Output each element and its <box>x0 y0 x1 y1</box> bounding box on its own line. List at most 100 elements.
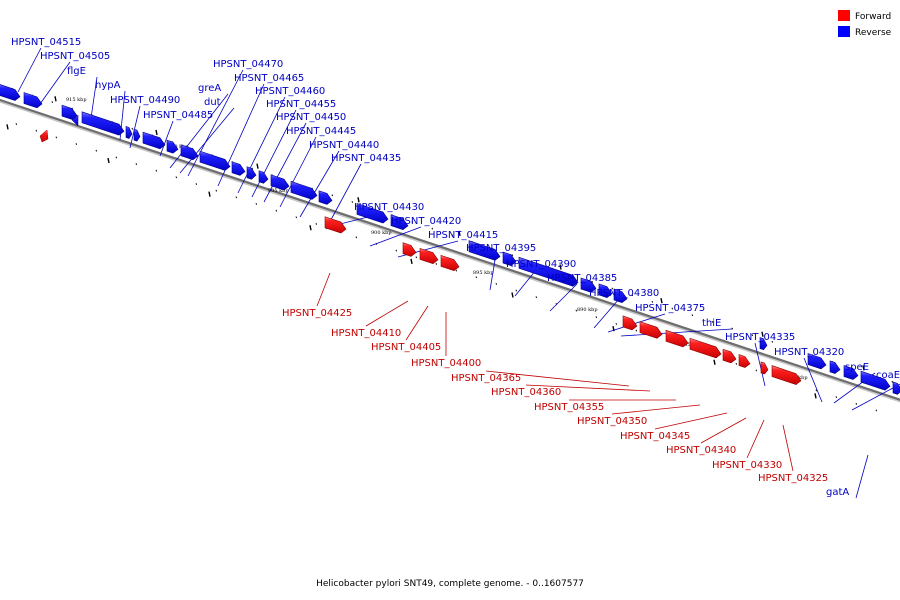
reverse-gene-feature[interactable] <box>356 202 389 224</box>
reverse-gene-feature[interactable] <box>860 370 891 391</box>
forward-gene-feature[interactable] <box>760 361 769 375</box>
reverse-gene-feature[interactable] <box>580 277 597 293</box>
reverse-gene-feature[interactable] <box>231 161 246 176</box>
gene-label[interactable]: HPSNT_04425 <box>282 308 352 319</box>
gene-label[interactable]: HPSNT_04485 <box>143 110 213 121</box>
gene-label[interactable]: coaE <box>876 370 900 381</box>
gene-label[interactable]: HPSNT_04445 <box>286 126 356 137</box>
gene-label[interactable]: speE <box>845 362 869 373</box>
reverse-gene-feature[interactable] <box>23 92 43 109</box>
gene-label[interactable]: HPSNT_04320 <box>774 347 844 358</box>
gene-label[interactable]: HPSNT_04470 <box>213 59 283 70</box>
gene-label[interactable]: HPSNT_04390 <box>506 259 576 270</box>
reverse-gene-feature[interactable] <box>81 111 125 136</box>
gene-label[interactable]: gatA <box>826 487 849 498</box>
reverse-gene-feature[interactable] <box>71 114 79 127</box>
ruler-tick-lower <box>515 289 518 292</box>
gene-label[interactable]: HPSNT_04420 <box>391 216 461 227</box>
reverse-gene-feature[interactable] <box>613 288 628 303</box>
forward-gene-feature[interactable] <box>665 329 689 348</box>
forward-gene-feature[interactable] <box>622 315 638 331</box>
gene-label[interactable]: greA <box>198 83 221 94</box>
gene-label[interactable]: HPSNT_04450 <box>276 112 346 123</box>
gene-label[interactable]: HPSNT_04455 <box>266 99 336 110</box>
gene-label[interactable]: HPSNT_04505 <box>40 51 110 62</box>
reverse-gene-feature[interactable] <box>270 174 290 191</box>
reverse-gene-feature[interactable] <box>199 150 231 171</box>
gene-label[interactable]: HPSNT_04325 <box>758 473 828 484</box>
reverse-gene-feature[interactable] <box>807 353 827 370</box>
gene-label[interactable]: HPSNT_04490 <box>110 95 180 106</box>
reverse-gene-feature[interactable] <box>166 139 179 154</box>
reverse-gene-feature[interactable] <box>892 381 900 395</box>
gene-label[interactable]: HPSNT_04380 <box>589 288 659 299</box>
gene-label[interactable]: HPSNT_04515 <box>11 37 81 48</box>
gene-leader-line <box>549 283 578 312</box>
gene-label[interactable]: HPSNT_04340 <box>666 445 736 456</box>
gene-leader-line <box>325 163 362 230</box>
reverse-gene-feature[interactable] <box>318 190 333 205</box>
legend-reverse: Reverse <box>838 26 892 38</box>
gene-label[interactable]: HPSNT_04415 <box>428 230 498 241</box>
ruler-tick-lower <box>635 329 638 332</box>
gene-label[interactable]: HPSNT_04350 <box>577 416 647 427</box>
reverse-gene-feature[interactable] <box>759 337 768 351</box>
gene-label[interactable]: HPSNT_04360 <box>491 387 561 398</box>
forward-gene-feature[interactable] <box>738 354 751 368</box>
gene-label[interactable]: HPSNT_04365 <box>451 373 521 384</box>
reverse-gene-feature[interactable] <box>246 166 257 180</box>
gene-label[interactable]: HPSNT_04440 <box>309 140 379 151</box>
reverse-gene-feature[interactable] <box>133 128 141 142</box>
gene-label[interactable]: HPSNT_04395 <box>466 243 536 254</box>
reverse-gene-feature[interactable] <box>598 283 613 298</box>
gene-label[interactable]: HPSNT_04430 <box>354 202 424 213</box>
reverse-gene-feature[interactable] <box>518 256 579 287</box>
gene-label[interactable]: HPSNT_04410 <box>331 328 401 339</box>
reverse-gene-feature[interactable] <box>829 360 841 374</box>
reverse-gene-feature[interactable] <box>843 365 859 380</box>
reverse-gene-feature[interactable] <box>390 214 409 231</box>
forward-gene-feature[interactable] <box>689 337 722 359</box>
reverse-gene-feature[interactable] <box>0 84 21 101</box>
gene-label[interactable]: HPSNT_04435 <box>331 153 401 164</box>
gene-label[interactable]: HPSNT_04385 <box>547 273 617 284</box>
forward-gene-feature[interactable] <box>639 321 663 339</box>
gene-leader-line <box>803 357 823 403</box>
gene-label[interactable]: HPSNT_04400 <box>411 358 481 369</box>
forward-gene-feature[interactable] <box>722 348 737 364</box>
ruler-major-tick <box>309 225 312 231</box>
gene-label[interactable]: HPSNT_04335 <box>725 332 795 343</box>
ruler-label: 895 kbp <box>473 270 494 276</box>
ruler-major-tick <box>155 129 158 136</box>
reverse-gene-feature[interactable] <box>180 144 199 161</box>
gene-label[interactable]: flgE <box>67 66 86 77</box>
gene-label[interactable]: HPSNT_04330 <box>712 460 782 471</box>
forward-gene-feature[interactable] <box>440 254 460 272</box>
gene-label[interactable]: HPSNT_04465 <box>234 73 304 84</box>
reverse-gene-feature[interactable] <box>61 104 78 120</box>
gene-label[interactable]: hypA <box>95 80 121 91</box>
reverse-gene-feature[interactable] <box>290 180 318 200</box>
ruler-tick-lower <box>215 189 218 192</box>
reverse-gene-feature[interactable] <box>468 240 501 261</box>
reverse-gene-feature[interactable] <box>502 251 517 266</box>
gene-label[interactable]: thiE <box>702 318 721 329</box>
gene-label[interactable]: HPSNT_04405 <box>371 342 441 353</box>
forward-gene-feature[interactable] <box>419 247 439 265</box>
gene-leader-line <box>611 404 701 415</box>
gene-leader-line <box>17 47 42 93</box>
reverse-gene-feature[interactable] <box>142 131 166 150</box>
gene-leader-line <box>369 226 422 247</box>
reverse-gene-feature[interactable] <box>258 170 269 184</box>
forward-gene-feature[interactable] <box>402 242 417 257</box>
gene-label[interactable]: dut <box>204 97 221 108</box>
gene-label[interactable]: HPSNT_04460 <box>255 86 325 97</box>
gene-label[interactable]: HPSNT_04345 <box>620 431 690 442</box>
forward-gene-feature[interactable] <box>771 365 802 385</box>
ruler-tick-upper <box>131 127 134 130</box>
reverse-gene-feature[interactable] <box>125 126 133 139</box>
gene-label[interactable]: HPSNT_04375 <box>635 303 705 314</box>
gene-label[interactable]: HPSNT_04355 <box>534 402 604 413</box>
forward-gene-feature[interactable] <box>39 129 49 143</box>
forward-gene-feature[interactable] <box>324 216 347 234</box>
